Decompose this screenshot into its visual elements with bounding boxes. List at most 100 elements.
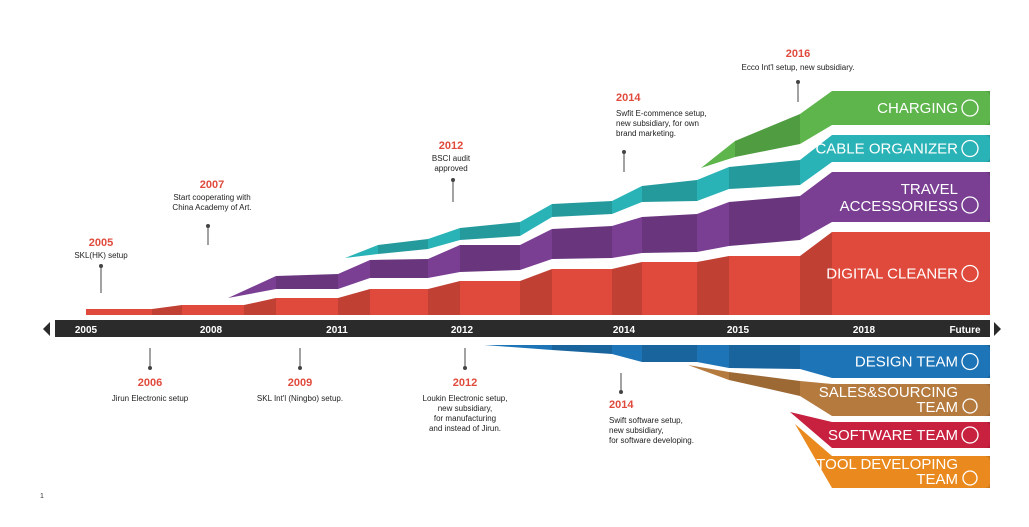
band-charging-segment [800, 91, 832, 144]
milestone-year: 2014 [616, 92, 641, 104]
band-digital-cleaner-segment [86, 309, 152, 315]
band-cable-organizer-segment [552, 201, 612, 217]
band-charging-segment [735, 114, 800, 157]
milestone-year: 2005 [89, 237, 113, 249]
band-sales-team-segment [729, 372, 800, 396]
axis-tick-label: Future [949, 325, 981, 336]
milestone-below: 2014 Swift software setup,new subsidiary,… [609, 373, 694, 445]
band-digital-cleaner-segment [642, 262, 697, 315]
band-digital-cleaner-segment [460, 281, 520, 315]
milestone-dot [622, 150, 626, 154]
band-design-team-segment [729, 345, 800, 369]
band-cable-organizer-segment [428, 228, 460, 249]
band-digital-cleaner-segment [182, 305, 244, 315]
milestone-year: 2014 [609, 399, 634, 411]
team-label-box [832, 456, 990, 488]
band-design-team-segment [612, 345, 642, 362]
axis-tick-label: 2015 [727, 325, 750, 336]
milestone-text: SKL Int'l (Ningbo) setup. [257, 394, 343, 403]
milestone-below: 2006 Jirun Electronic setup [112, 348, 189, 403]
house-icon [961, 264, 979, 283]
milestone-text: new subsidiary, [609, 426, 664, 435]
team-label: TEAM [916, 471, 958, 488]
band-sales-team-segment [688, 365, 729, 380]
milestone-year: 2016 [786, 48, 810, 60]
milestone-year: 2007 [200, 179, 224, 191]
milestone-text: Ecco Int'l setup, new subsidiary. [742, 63, 855, 72]
band-cable-organizer-segment [800, 135, 832, 185]
axis-tick-label: 2014 [613, 325, 636, 336]
milestone-dot [99, 264, 103, 268]
milestone-text: approved [434, 164, 467, 173]
cart-icon [962, 398, 978, 414]
band-design-team-segment [484, 345, 552, 350]
band-travel-accessories-segment [612, 217, 642, 258]
milestone-text: for software developing. [609, 436, 694, 445]
suitcase-icon [961, 196, 979, 214]
monitor-icon [961, 426, 979, 444]
band-digital-cleaner-segment [612, 262, 642, 315]
band-charging-segment [701, 141, 735, 168]
milestone-text: Jirun Electronic setup [112, 394, 189, 403]
product-label: DIGITAL CLEANER [826, 266, 958, 283]
band-travel-accessories-segment [520, 229, 552, 270]
band-travel-accessories-segment [800, 172, 832, 240]
milestone-year: 2012 [439, 140, 463, 152]
band-digital-cleaner-segment [152, 305, 182, 315]
band-travel-accessories-segment [642, 214, 697, 253]
team-label: TOOL DEVELOPING [816, 456, 958, 473]
axis-tick-label: 2008 [200, 325, 223, 336]
band-digital-cleaner-segment [338, 289, 370, 315]
band-digital-cleaner-segment [244, 298, 276, 315]
milestone-text: SKL(HK) setup [74, 251, 128, 260]
milestone-dot [206, 224, 210, 228]
axis-right-arrow [994, 322, 1001, 336]
axis-left-arrow [43, 322, 50, 336]
milestone-above: 2014 Swfit E-commence setup,new subsidiar… [616, 92, 707, 172]
milestones: 2005 SKL(HK) setup 2007 Start cooperating w… [74, 48, 854, 445]
axis-tick-label: 2018 [853, 325, 876, 336]
milestone-text: China Academy of Art. [172, 203, 251, 212]
band-tool-team-segment [795, 424, 832, 488]
band-travel-accessories-segment [338, 260, 370, 289]
milestone-below: 2012 Loukin Electronic setup,new subsidia… [423, 348, 508, 433]
milestone-dot [451, 178, 455, 182]
axis-tick-label: 2005 [75, 325, 98, 336]
milestone-text: Loukin Electronic setup, [423, 394, 508, 403]
band-travel-accessories-segment [228, 276, 276, 298]
milestone-text: Swift software setup, [609, 416, 683, 425]
band-digital-cleaner-segment [800, 232, 832, 315]
category-labels: CHARGING CABLE ORGANIZER TRAVELACCESSORIES… [815, 91, 990, 488]
milestone-year: 2012 [453, 377, 477, 389]
band-travel-accessories-segment [428, 245, 460, 278]
product-label-box [832, 91, 990, 125]
milestone-text: for manufacturing [434, 414, 496, 423]
timeline-axis: 2005 2008 2011 2012 2014 2015 2018 Future [43, 320, 1001, 337]
band-software-team-segment [790, 412, 832, 448]
axis-bar [55, 320, 990, 337]
band-digital-cleaner-segment [276, 298, 338, 315]
band-cable-organizer-segment [729, 160, 800, 189]
milestone-year: 2006 [138, 377, 162, 389]
band-cable-organizer-segment [460, 222, 520, 240]
footnote: 1 [40, 493, 44, 500]
milestone-above: 2005 SKL(HK) setup [74, 237, 128, 293]
product-label-box [832, 232, 990, 315]
milestone-above: 2016 Ecco Int'l setup, new subsidiary. [742, 48, 855, 102]
milestone-text: new subsidiary, for own [616, 119, 699, 128]
band-digital-cleaner-segment [729, 256, 800, 315]
band-travel-accessories-segment [276, 274, 338, 289]
band-digital-cleaner-segment [552, 269, 612, 315]
band-travel-accessories-segment [552, 226, 612, 259]
plug-icon [961, 99, 979, 117]
milestone-text: Swfit E-commence setup, [616, 109, 707, 118]
team-label: DESIGN TEAM [855, 354, 958, 371]
cable-icon [961, 139, 979, 158]
band-travel-accessories-segment [697, 202, 729, 252]
band-design-team-segment [697, 345, 729, 368]
milestone-dot [148, 366, 152, 370]
milestone-below: 2009 SKL Int'l (Ningbo) setup. [257, 348, 343, 403]
band-digital-cleaner-segment [520, 269, 552, 315]
milestone-dot [463, 366, 467, 370]
